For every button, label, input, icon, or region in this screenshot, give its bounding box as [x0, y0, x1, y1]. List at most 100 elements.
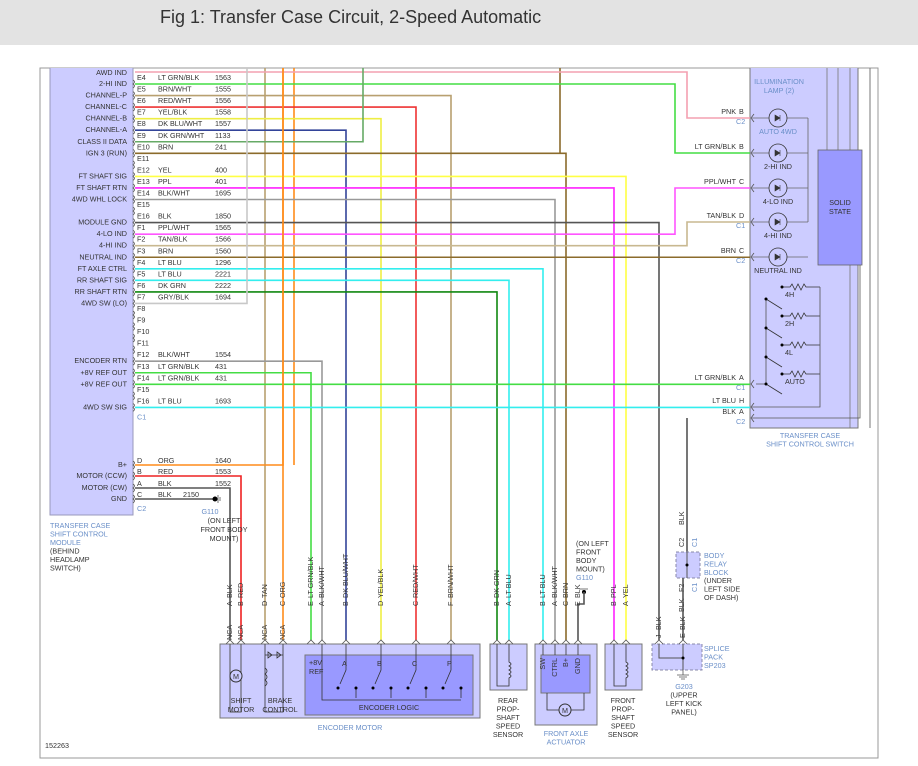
switch-wire-label: LT GRN/BLK: [695, 373, 736, 382]
module-pin-number: F15: [137, 385, 149, 394]
module-pin-number: F7: [137, 292, 145, 301]
circuit-number: 1133: [215, 131, 230, 140]
connector-terminal-icon: [621, 639, 631, 645]
circuit-number: 1563: [215, 73, 231, 82]
wire-color-label: TAN/BLK: [158, 235, 188, 244]
connector-terminal-icon: [132, 79, 135, 89]
module-pin-number: E14: [137, 189, 150, 198]
wire-color-label: LT GRN/BLK: [158, 73, 199, 82]
connector-terminal-icon: [538, 639, 548, 645]
module-pin-number: F11: [137, 339, 149, 348]
diagram-frame: [39, 67, 879, 759]
ground-location-label: FRONT: [576, 548, 601, 557]
module-pin-number: F4: [137, 258, 145, 267]
module-pin-number: E13: [137, 177, 150, 186]
wire-color-label: BRN/WHT: [158, 85, 192, 94]
switch-pin-label: C: [739, 177, 744, 186]
indicator-label: 4-LO IND: [763, 197, 793, 206]
switch-contact-icon: [780, 314, 784, 318]
relay-wire-label: BLK: [677, 511, 686, 525]
switch-connector-label: C2: [736, 417, 745, 426]
wire-c2-d: [135, 68, 284, 466]
connector-terminal-icon: [132, 206, 135, 216]
bottom-pin-letter: F: [446, 601, 455, 606]
front_sensor-label: FRONT: [611, 696, 636, 705]
ground-location-label: MOUNT): [576, 565, 605, 574]
module-pin-function: 4WD WHL LOCK: [72, 195, 127, 204]
connector-terminal-icon: [132, 310, 135, 320]
bottom-pin-letter: C: [561, 601, 570, 606]
wire-f12: [135, 360, 323, 640]
switch-contact-icon: [764, 297, 768, 301]
wire-color-label: LT GRN/BLK: [158, 373, 199, 382]
bottom-wire-label: BLK/WHT: [550, 565, 559, 598]
module-name-label: TRANSFER CASE: [50, 521, 111, 530]
no-connection-label: NCA: [278, 625, 287, 640]
connector-terminal-icon: [750, 413, 755, 423]
module-pin-function: RR SHAFT RTN: [75, 287, 127, 296]
module-pin-function: IGN 3 (RUN): [86, 148, 127, 157]
module-pin-number: E10: [137, 142, 150, 151]
bottom-wire-label: BRN/WHT: [446, 564, 455, 598]
connector-terminal-icon: [132, 264, 135, 274]
bottom-wire-label: YEL/BLK: [376, 569, 385, 598]
encoder-ref-label: REF: [309, 667, 324, 676]
switch-contact-icon: [764, 326, 768, 330]
encoder-contact-icon: [389, 686, 393, 690]
module-pin-function: MOTOR (CCW): [76, 471, 127, 480]
bottom-wire-label: BLK: [573, 584, 582, 598]
ground-location-label: (UPPER: [670, 691, 697, 700]
connector-terminal-icon: [317, 639, 327, 645]
front_sensor-label: PROP-: [612, 705, 635, 714]
ground-location-label: G110: [576, 573, 593, 582]
actuator-pin-label: SW: [538, 658, 547, 670]
switch-contact-icon: [764, 382, 768, 386]
connector-terminal-icon: [654, 639, 664, 645]
switch-contact-icon: [780, 285, 784, 289]
switch-pin-label: H: [739, 396, 744, 405]
brake-coil-icon: [264, 667, 268, 687]
circuit-number: 1566: [215, 235, 231, 244]
bottom-wire-label: ORG: [278, 581, 287, 598]
connector-terminal-icon: [132, 102, 135, 112]
circuit-number: 431: [215, 373, 227, 382]
module-pin-number: E11: [137, 154, 149, 163]
connector-terminal-icon: [132, 160, 135, 170]
bottom-wire-label: BLK: [654, 616, 663, 630]
circuit-number: 1556: [215, 96, 231, 105]
no-connection-label: NCA: [225, 625, 234, 640]
connector-terminal-icon: [132, 229, 135, 239]
actuator-motor-wire: [546, 693, 585, 711]
module-pin-number: F9: [137, 316, 145, 325]
encoder-contact-icon: [441, 686, 445, 690]
bottom-pin-letter: E: [573, 601, 582, 606]
encoder-ref-label: +8V: [309, 658, 322, 667]
encoder-motor-label: ENCODER MOTOR: [318, 723, 383, 732]
connector-terminal-icon: [132, 345, 135, 354]
page-title: Fig 1: Transfer Case Circuit, 2-Speed Au…: [160, 7, 541, 27]
bottom-pin-letter: B: [341, 601, 350, 606]
no-connection-label: NCA: [236, 625, 245, 640]
encoder-logic-box: [304, 654, 474, 716]
bottom-pin-letter: B: [236, 601, 245, 606]
connector-terminal-icon: [561, 639, 571, 645]
wire-f5: [135, 279, 510, 640]
encoder-switch-icon: [444, 644, 462, 698]
module-name-label: SHIFT CONTROL: [50, 530, 108, 539]
diagram-content: AWD IND E4 2-HI IND LT GRN/BLK 1563 E5 CHANNEL…: [49, 68, 871, 747]
switch-connector-label: C1: [736, 383, 745, 392]
switch-contact-icon: [765, 383, 783, 395]
wire-color-label: PPL/WHT: [158, 223, 191, 232]
wire-c2-b: [135, 475, 242, 640]
speed-sensor-coil-icon: [613, 644, 629, 687]
connector-terminal-icon: [132, 483, 135, 493]
actuator-pin-label: GND: [573, 658, 582, 674]
module-pin-function: +8V REF OUT: [80, 368, 127, 377]
bottom-wire-label: YEL: [621, 584, 630, 598]
module-pin-function: ENCODER RTN: [74, 356, 127, 365]
connector-terminal-icon: [132, 195, 135, 204]
connector-terminal-icon: [278, 639, 288, 645]
splice-pack-sp203: [651, 643, 703, 671]
connector-terminal-icon: [678, 639, 688, 645]
connector-terminal-icon: [132, 172, 135, 181]
